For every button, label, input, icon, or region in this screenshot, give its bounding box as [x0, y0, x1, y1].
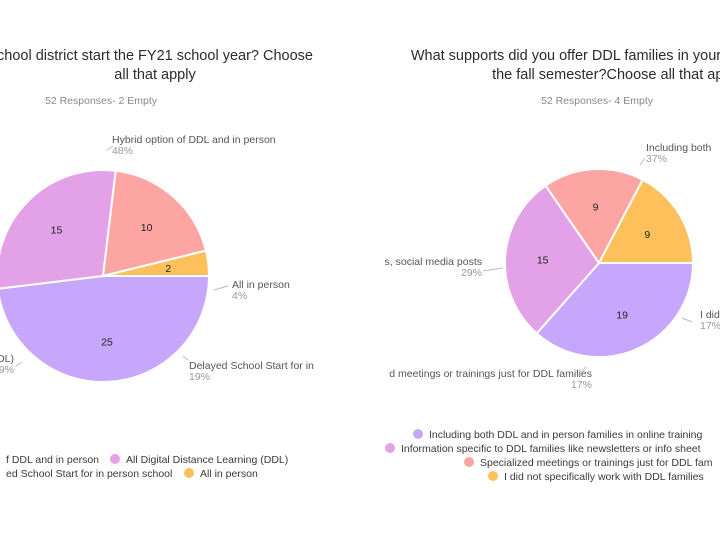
slice-leader-line — [182, 355, 189, 361]
chart-title-line-1: chool district start the FY21 school yea… — [0, 48, 313, 64]
pie-slice — [544, 168, 645, 265]
chart-title: chool district start the FY21 school yea… — [0, 47, 320, 85]
pie-slice — [102, 249, 211, 277]
chart-title: What supports did you offer DDL families… — [392, 47, 720, 85]
legend-label: Specialized meetings or trainings just f… — [480, 457, 713, 469]
slice-value-label: 10 — [141, 222, 153, 234]
slice-value-label: 15 — [537, 255, 549, 267]
slice-percent-label: 19% — [189, 371, 210, 383]
legend-label: Information specific to DDL families lik… — [401, 443, 701, 455]
chart-title-line-1: What supports did you offer DDL families… — [410, 48, 720, 64]
slice-name-label: I did — [700, 309, 720, 321]
chart-subtitle: 52 Responses- 4 Empty — [541, 95, 654, 107]
slice-leader-line — [482, 267, 504, 272]
pie-slice — [0, 169, 117, 290]
legend-label: ed School Start for in person school — [6, 468, 172, 480]
slice-leader-line — [15, 361, 23, 367]
chart-title-line-2: the fall semester?Choose all that apply — [492, 67, 720, 83]
legend-swatch — [413, 429, 423, 439]
slice-percent-label: 17% — [700, 320, 720, 332]
slice-value-label: 15 — [51, 225, 63, 237]
slice-percent-label: 17% — [571, 379, 592, 391]
legend-swatch — [464, 457, 474, 467]
slice-leader-line — [106, 145, 114, 151]
slice-name-label: All in person — [232, 279, 290, 291]
pie-slice — [0, 275, 211, 383]
legend-swatch — [488, 471, 498, 481]
slice-value-label: 19 — [616, 309, 628, 321]
slice-name-label: d meetings or trainings just for DDL fam… — [389, 368, 592, 380]
slice-leader-line — [639, 157, 646, 166]
legend-label: f DDL and in person — [6, 454, 99, 466]
slice-percent-label: 29% — [461, 267, 482, 279]
slice-percent-label: 37% — [646, 153, 667, 165]
legend-swatch — [385, 443, 395, 453]
slice-name-label: Hybrid option of DDL and in person — [112, 134, 276, 146]
legend-label: All in person — [200, 468, 258, 480]
slice-leader-line — [681, 317, 693, 323]
slice-percent-label: 9% — [0, 364, 14, 376]
pie-slice — [597, 178, 695, 264]
pie-slice — [535, 262, 695, 358]
legend-label: All Digital Distance Learning (DDL) — [126, 454, 288, 466]
legend-swatch — [110, 454, 120, 464]
chart-panel-left: chool district start the FY21 school yea… — [0, 47, 320, 480]
slice-leader-line — [213, 285, 229, 291]
slice-name-label: Including both — [646, 142, 712, 154]
slice-percent-label: 48% — [112, 145, 133, 157]
chart-title-line-2: all that apply — [114, 67, 196, 83]
slice-value-label: 9 — [593, 202, 599, 214]
legend-swatch — [184, 468, 194, 478]
legend-label: Including both DDL and in person familie… — [429, 429, 703, 441]
slice-leader-line — [580, 366, 587, 373]
slice-name-label: DL) — [0, 353, 14, 365]
chart-panel-right: What supports did you offer DDL families… — [360, 0, 720, 540]
legend-label: I did not specifically work with DDL fam… — [504, 471, 704, 483]
slice-value-label: 9 — [644, 229, 650, 241]
slice-name-label: s, social media posts — [385, 256, 482, 268]
pie-chart-left: 25 15 10 2 Hybrid option of DDL and in perso… — [0, 134, 314, 480]
pie-slice — [101, 169, 208, 278]
chart-subtitle: 52 Responses- 2 Empty — [45, 95, 158, 107]
slice-percent-label: 4% — [232, 290, 247, 302]
slice-name-label: Delayed School Start for in — [189, 360, 314, 372]
pie-slice — [504, 184, 601, 335]
slice-value-label: 25 — [101, 337, 113, 349]
slice-value-label: 2 — [165, 263, 171, 275]
